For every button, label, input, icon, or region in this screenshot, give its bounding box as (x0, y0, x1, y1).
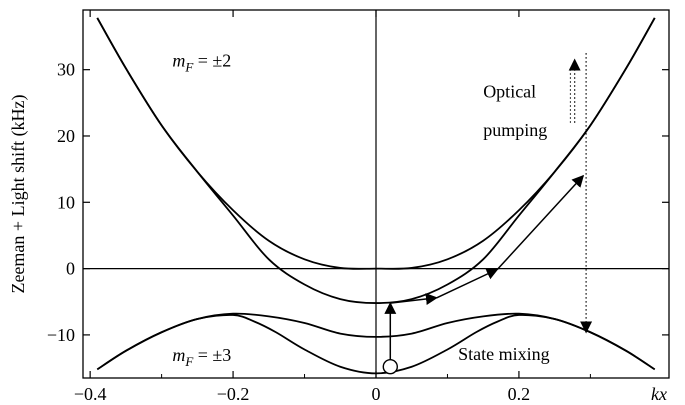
arrow-solid-4 (496, 174, 585, 270)
annotation-5: State mixing (458, 344, 550, 364)
series-line-2 (96, 17, 656, 304)
x-tick-label: −0.4 (74, 384, 107, 404)
start-state-marker (382, 359, 398, 375)
arrows-group (382, 53, 593, 375)
y-tick-label: 0 (66, 259, 75, 279)
x-tick-label: 0.2 (508, 384, 531, 404)
annotations-group: mF = ±2 mF = ±3 Optical pumping State mixing (172, 50, 549, 368)
tick-labels-group: −0.4 −0.2 0 0.2 −10 0 10 20 30 (47, 60, 530, 404)
annotation-3: Optical (483, 82, 536, 102)
annotation-4: pumping (483, 120, 547, 140)
annotation-2: mF = ±3 (172, 345, 231, 369)
y-tick-label: −10 (47, 325, 75, 345)
x-axis-label: kx (651, 384, 667, 404)
plot-area (82, 9, 670, 379)
x-tick-label: −0.2 (217, 384, 250, 404)
annotation-1: mF = ±2 (172, 50, 231, 74)
arrow-solid-2 (390, 293, 438, 305)
y-axis-label: Zeeman + Light shift (kHz) (8, 94, 29, 293)
y-tick-label: 30 (57, 60, 75, 80)
y-tick-label: 10 (57, 192, 75, 212)
series-group (96, 17, 656, 375)
y-tick-label: 20 (57, 126, 75, 146)
arrow-solid-3 (436, 268, 499, 299)
series-line-4 (96, 314, 656, 375)
x-tick-label: 0 (372, 384, 381, 404)
